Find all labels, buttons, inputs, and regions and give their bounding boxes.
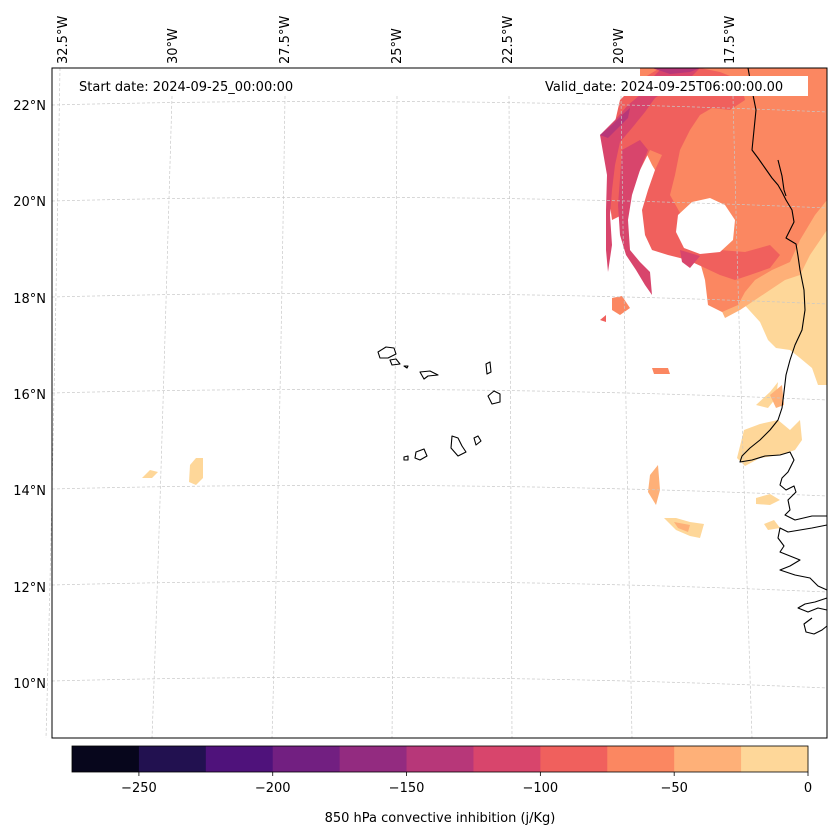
cin-top-stripe <box>652 68 700 74</box>
colorbar-tick-label: −250 <box>121 781 157 796</box>
colorbar-tick-label: −100 <box>523 781 559 796</box>
cin-band-minus125-to-minus150 <box>600 108 630 138</box>
latitude-labels: 22°N 20°N 18°N 16°N 14°N 12°N 10°N <box>13 99 46 692</box>
map-frame <box>51 67 828 739</box>
cin-patch-12 <box>142 470 158 478</box>
lat-label-12n: 12°N <box>13 581 46 596</box>
colorbar-cell <box>339 746 408 772</box>
cin-patch-3 <box>652 368 670 374</box>
island-santo-antao <box>377 346 397 359</box>
cin-patch-7 <box>648 465 660 505</box>
lat-label-16n: 16°N <box>13 388 46 403</box>
cin-strip-red-2 <box>680 250 700 268</box>
cin-patch-2 <box>600 315 606 322</box>
cin-patch-13 <box>189 458 203 485</box>
cin-patch-8 <box>756 494 780 505</box>
cin-patch-4 <box>756 382 778 408</box>
colorbar-frame <box>71 745 809 773</box>
colorbar-tick-label: −150 <box>389 781 425 796</box>
meridian-17-5w <box>732 95 753 739</box>
valid-date-box: Valid_date: 2024-09-25T06:00:00.00 <box>540 76 808 96</box>
cin-hole <box>676 198 735 254</box>
lon-label-17-5w: 17.5°W <box>723 16 738 64</box>
cin-patch-10 <box>674 522 690 532</box>
parallel-20n <box>51 196 828 209</box>
colorbar-cell <box>674 746 742 772</box>
lon-label-30w: 30°W <box>166 28 181 64</box>
colorbar-cell <box>607 746 675 772</box>
parallel-22n <box>51 100 828 113</box>
meridian-32-5w <box>45 67 61 739</box>
guinea-coast <box>803 617 828 635</box>
cin-band-minus75-to-minus100 <box>608 68 780 280</box>
parallel-12n <box>51 580 828 593</box>
africa-coastline <box>739 67 827 521</box>
island-sao-vicente <box>389 358 401 366</box>
start-date-text: Start date: 2024-09-25_00:00:00 <box>79 80 293 95</box>
bissagos-coast <box>797 597 828 613</box>
meridian-25w <box>391 95 398 739</box>
cin-patch-5 <box>770 385 784 408</box>
colorbar-cell <box>540 746 608 772</box>
meridian-20w <box>620 95 633 739</box>
parallel-10n <box>51 676 828 689</box>
meridian-30w <box>151 95 173 739</box>
lat-label-10n: 10°N <box>13 677 46 692</box>
colorbar-tick-label: −50 <box>660 781 687 796</box>
lat-label-22n: 22°N <box>13 99 46 114</box>
longitude-labels: 32.5°W 30°W 27.5°W 25°W 22.5°W 20°W 17.5… <box>56 16 738 64</box>
cin-patch-6 <box>737 420 802 466</box>
valid-date-text: Valid_date: 2024-09-25T06:00:00.00 <box>545 80 783 95</box>
colorbar-tick-label: 0 <box>804 781 812 796</box>
africa-coastline-south <box>777 524 828 591</box>
colorbar-tick-label: −200 <box>255 781 291 796</box>
island-sal <box>485 361 492 375</box>
colorbar-cell <box>272 746 341 772</box>
colorbar-cells <box>72 746 809 772</box>
parallel-18n <box>51 292 828 305</box>
cin-contour-fill <box>142 68 827 538</box>
colorbar-cell <box>205 746 274 772</box>
colorbar: −250 −200 −150 −100 −50 0 850 hPa convective … <box>71 745 812 826</box>
island-boa-vista <box>487 390 501 405</box>
colorbar-cell <box>741 746 809 772</box>
lon-label-27-5w: 27.5°W <box>278 16 293 64</box>
cin-patch-11 <box>764 520 780 530</box>
coastlines <box>377 67 828 635</box>
cin-patch-1 <box>612 296 630 315</box>
start-date-box: Start date: 2024-09-25_00:00:00 <box>72 76 312 96</box>
inland-river-1 <box>777 159 787 197</box>
graticule <box>45 67 828 739</box>
cin-strip-red <box>618 140 652 295</box>
lat-label-20n: 20°N <box>13 195 46 210</box>
colorbar-cell <box>72 746 140 772</box>
island-santiago <box>450 435 467 457</box>
meridian-27-5w <box>271 95 286 739</box>
meridian-22-5w <box>508 95 513 739</box>
island-fogo <box>414 448 428 461</box>
parallel-16n <box>51 388 828 401</box>
colorbar-cell <box>473 746 541 772</box>
colorbar-label: 850 hPa convective inhibition (j/Kg) <box>325 811 556 826</box>
lon-label-25w: 25°W <box>390 28 405 64</box>
island-maio <box>473 435 482 446</box>
colorbar-cell <box>406 746 474 772</box>
lon-label-20w: 20°W <box>612 28 627 64</box>
lon-label-22-5w: 22.5°W <box>501 16 516 64</box>
lon-label-32-5w: 32.5°W <box>56 16 71 64</box>
parallel-14n <box>51 484 828 497</box>
island-brava <box>403 455 409 461</box>
lat-label-14n: 14°N <box>13 484 46 499</box>
colorbar-ticks: −250 −200 −150 −100 −50 0 <box>121 772 812 796</box>
island-santa-luzia <box>403 365 409 369</box>
colorbar-cell <box>138 746 207 772</box>
island-sao-nicolau <box>419 370 439 380</box>
lat-label-18n: 18°N <box>13 292 46 307</box>
